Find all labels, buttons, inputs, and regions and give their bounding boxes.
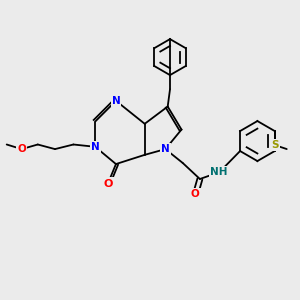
Text: O: O [103,178,112,189]
Text: O: O [191,189,200,199]
Text: S: S [271,140,278,150]
Text: O: O [17,144,26,154]
Text: N: N [91,142,100,152]
Text: N: N [161,144,170,154]
Text: N: N [112,96,120,106]
Text: NH: NH [210,167,227,177]
